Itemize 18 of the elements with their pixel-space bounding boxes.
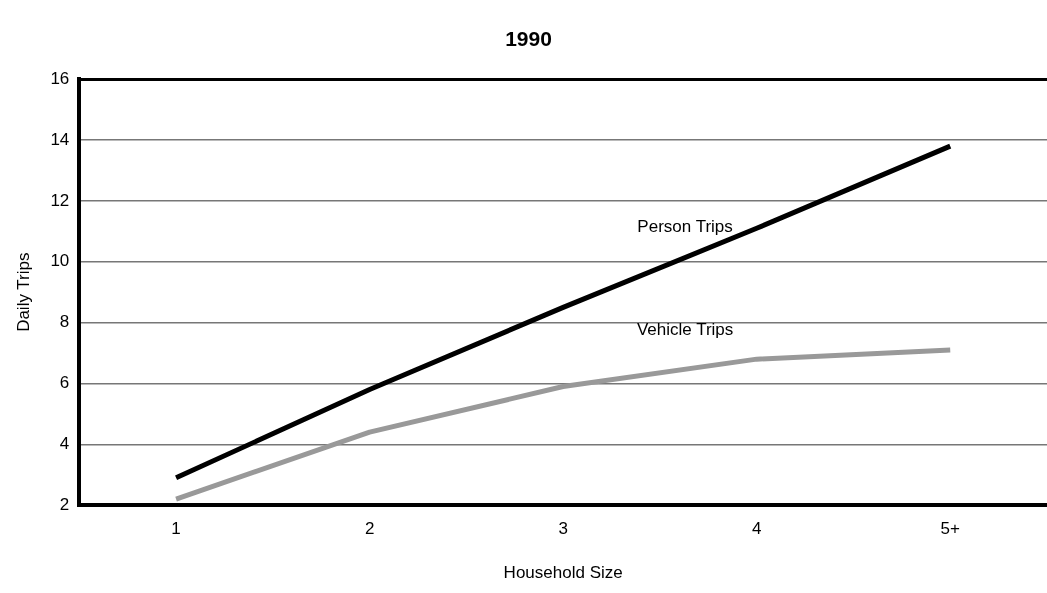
chart-title: 1990 bbox=[505, 27, 552, 51]
x-tick-label: 1 bbox=[171, 519, 181, 539]
y-tick-label: 8 bbox=[59, 312, 70, 332]
y-tick-label: 2 bbox=[59, 494, 70, 514]
series-label: Person Trips bbox=[637, 216, 733, 236]
x-tick-label: 5+ bbox=[940, 519, 960, 539]
x-tick-label: 3 bbox=[558, 519, 568, 539]
y-tick-label: 14 bbox=[50, 129, 70, 149]
y-tick-label: 4 bbox=[59, 434, 70, 454]
y-axis-title: Daily Trips bbox=[13, 252, 33, 332]
x-axis-title: Household Size bbox=[503, 563, 623, 583]
x-tick-label: 2 bbox=[364, 519, 375, 539]
y-tick-label: 10 bbox=[50, 251, 70, 271]
y-tick-label: 16 bbox=[50, 68, 70, 88]
y-tick-label: 6 bbox=[59, 373, 70, 393]
series-label: Vehicle Trips bbox=[636, 320, 734, 340]
y-tick-label: 12 bbox=[50, 190, 70, 210]
x-tick-label: 4 bbox=[751, 519, 762, 539]
